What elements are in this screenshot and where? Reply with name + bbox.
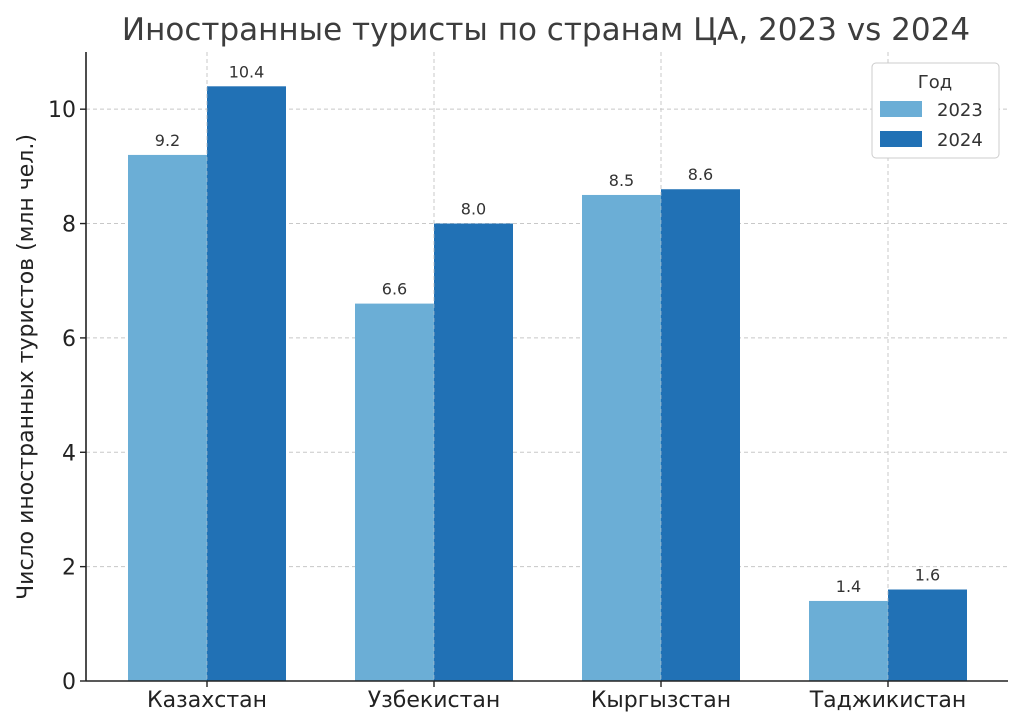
y-tick-label: 6: [62, 327, 76, 352]
legend-label-2024: 2024: [937, 130, 983, 151]
legend-label-2023: 2023: [937, 100, 983, 121]
y-tick-label: 10: [48, 98, 76, 123]
x-tick-label: Кыргызстан: [591, 688, 731, 713]
x-tick-label: Таджикистан: [809, 688, 967, 713]
bar-2024-3: [888, 589, 967, 681]
legend-swatch-2023: [880, 101, 922, 117]
data-label-2024-2: 8.6: [688, 165, 713, 184]
y-tick-label: 0: [62, 670, 76, 695]
bar-2023-0: [128, 154, 207, 682]
y-tick-label: 2: [62, 556, 76, 581]
bar-2023-2: [582, 194, 661, 682]
data-label-2024-1: 8.0: [461, 200, 486, 219]
bar-2024-1: [434, 223, 513, 681]
data-label-2023-0: 9.2: [155, 131, 180, 150]
data-label-2023-1: 6.6: [382, 280, 407, 299]
legend-title: Год: [918, 72, 952, 93]
x-tick-label: Казахстан: [147, 688, 267, 713]
bar-2023-3: [809, 600, 888, 681]
bar-2024-2: [661, 189, 740, 681]
chart-title: Иностранные туристы по странам ЦА, 2023 …: [122, 12, 970, 48]
data-labels: 9.2 6.6 8.5 1.4 10.4 8.0 8.6 1.6: [155, 52, 940, 681]
legend-swatch-2024: [880, 131, 922, 147]
x-tick-label: Узбекистан: [368, 688, 501, 713]
legend: Год 2023 2024: [871, 62, 1000, 159]
y-axis-label: Число иностранных туристов (млн чел.): [14, 134, 39, 600]
data-label-2024-0: 10.4: [229, 62, 265, 81]
axes: 0 2 4 6 8 10 Казахстан Узбекистан Кыргызстан Тадж…: [48, 52, 1008, 713]
bars: [128, 86, 967, 682]
y-tick-label: 8: [62, 213, 76, 238]
data-label-2023-2: 8.5: [609, 171, 634, 190]
bar-2024-0: [207, 86, 286, 682]
y-tick-label: 4: [62, 441, 76, 466]
bar-2023-1: [355, 303, 434, 681]
data-label-2024-3: 1.6: [915, 566, 940, 585]
data-label-2023-3: 1.4: [836, 577, 861, 596]
